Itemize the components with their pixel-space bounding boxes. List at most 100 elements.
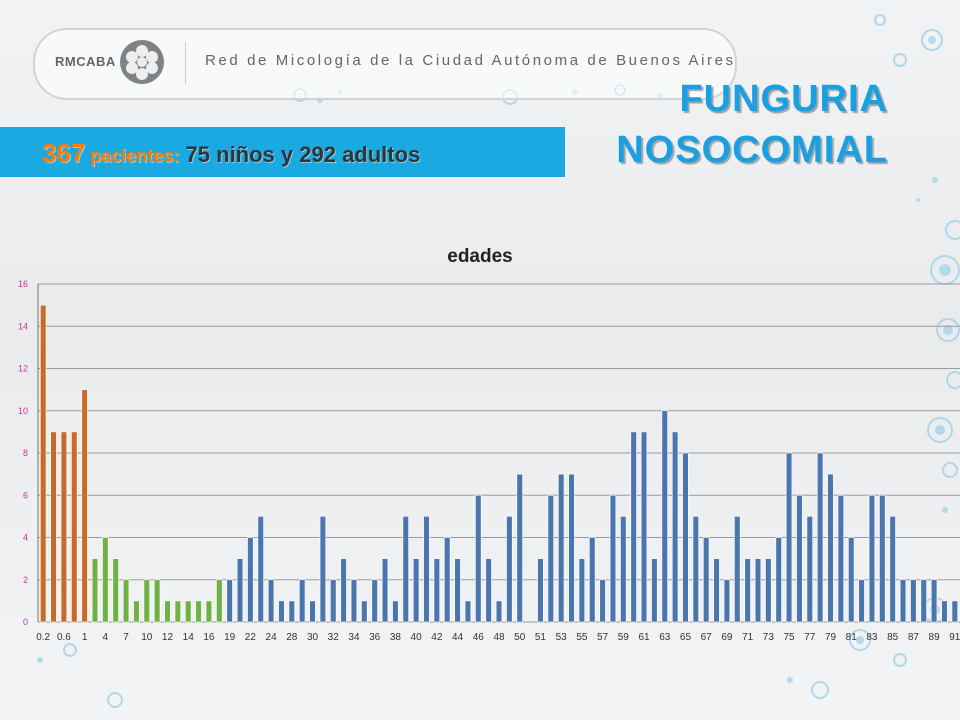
patients-breakdown: 75 niños y 292 adultos — [179, 142, 421, 167]
bar — [475, 494, 482, 623]
chart-title: edades — [447, 246, 513, 267]
bar — [609, 494, 617, 623]
bar — [195, 600, 202, 623]
x-tick-label: 89 — [929, 632, 941, 643]
x-tick-label: 75 — [784, 632, 796, 643]
bar — [889, 516, 896, 623]
bar — [340, 558, 347, 623]
bar — [444, 537, 451, 623]
bar — [257, 516, 264, 623]
bar — [412, 558, 420, 623]
x-tick-label: 65 — [680, 632, 692, 643]
bar — [713, 558, 720, 623]
bar — [433, 558, 440, 623]
bar — [640, 431, 648, 623]
x-tick-label: 34 — [348, 632, 360, 643]
x-tick-label: 1 — [82, 632, 88, 643]
bar — [423, 516, 430, 623]
x-tick-label: 79 — [825, 632, 837, 643]
bar — [620, 516, 627, 623]
bar — [775, 537, 782, 623]
x-tick-label: 24 — [266, 632, 278, 643]
bar — [796, 494, 803, 623]
x-tick-label: 0.2 — [36, 632, 50, 643]
patients-summary-banner: 367 pacientes: 75 niños y 292 adultos — [0, 127, 565, 177]
bar — [930, 579, 938, 623]
bar — [785, 452, 793, 623]
x-tick-label: 14 — [183, 632, 195, 643]
bar — [133, 600, 140, 623]
x-tick-label: 53 — [556, 632, 568, 643]
rmcaba-logo-icon — [120, 40, 164, 84]
bar — [848, 537, 855, 623]
bar — [71, 431, 78, 623]
bar — [164, 600, 171, 623]
bar — [226, 579, 233, 623]
x-tick-label: 44 — [452, 632, 464, 643]
bar — [143, 579, 150, 623]
bar — [278, 600, 285, 623]
x-tick-label: 55 — [576, 632, 588, 643]
y-tick-label: 14 — [18, 321, 28, 331]
bar — [858, 579, 865, 623]
x-tick-label: 51 — [535, 632, 547, 643]
x-tick-label: 83 — [866, 632, 878, 643]
bar — [589, 537, 596, 623]
x-tick-label: 38 — [390, 632, 402, 643]
bar — [703, 537, 710, 623]
y-tick-label: 0 — [23, 617, 28, 627]
bar — [744, 558, 751, 623]
bar — [319, 516, 327, 623]
bar — [381, 558, 389, 623]
bar — [651, 558, 658, 623]
x-tick-label: 4 — [103, 632, 109, 643]
x-tick-label: 30 — [307, 632, 319, 643]
y-tick-label: 12 — [18, 364, 28, 374]
bar — [723, 579, 731, 623]
bar — [361, 600, 368, 623]
x-tick-label: 87 — [908, 632, 920, 643]
bar — [402, 516, 409, 623]
bar — [910, 579, 917, 623]
x-tick-label: 48 — [493, 632, 505, 643]
bar — [692, 516, 699, 623]
bar — [350, 579, 358, 623]
bar — [495, 600, 503, 623]
x-tick-label: 16 — [203, 632, 215, 643]
y-tick-label: 4 — [23, 533, 28, 543]
bar — [868, 494, 876, 623]
bar — [568, 473, 575, 623]
bar — [299, 579, 306, 623]
bar — [60, 431, 68, 623]
x-tick-label: 7 — [123, 632, 129, 643]
y-tick-label: 16 — [18, 279, 28, 289]
bar — [288, 600, 295, 623]
x-tick-label: 46 — [473, 632, 485, 643]
bar — [174, 600, 182, 623]
bar — [392, 600, 399, 623]
bar — [185, 600, 192, 623]
bar — [682, 452, 689, 623]
bar — [330, 579, 337, 623]
x-tick-label: 0.6 — [57, 632, 71, 643]
bar — [216, 579, 223, 623]
bar — [558, 473, 565, 623]
bar — [91, 558, 99, 623]
x-tick-label: 40 — [411, 632, 423, 643]
x-tick-label: 91 — [949, 632, 960, 643]
x-tick-label: 59 — [618, 632, 630, 643]
x-tick-label: 10 — [141, 632, 153, 643]
bar — [765, 558, 772, 623]
x-tick-label: 12 — [162, 632, 174, 643]
bar — [941, 600, 948, 623]
bar — [661, 410, 668, 623]
bar — [122, 579, 130, 623]
patients-summary-text: 367 pacientes: 75 niños y 292 adultos — [42, 138, 420, 169]
bar — [671, 431, 679, 623]
x-tick-label: 85 — [887, 632, 899, 643]
bar — [309, 600, 316, 623]
bar — [50, 431, 57, 623]
bar — [516, 473, 523, 623]
x-tick-label: 50 — [514, 632, 526, 643]
